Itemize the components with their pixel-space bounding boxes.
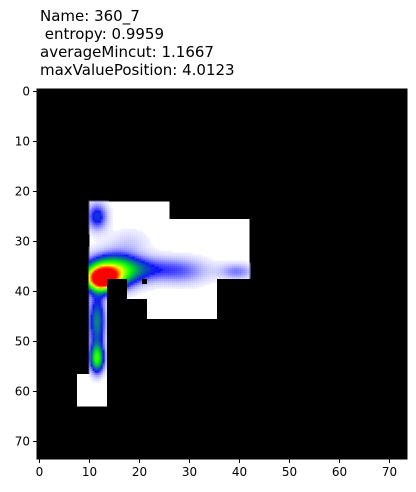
wall-cutout-1: [127, 299, 147, 407]
y-tick-label-0: 0: [22, 85, 30, 99]
x-tick-label-40: 40: [232, 465, 247, 479]
open-region-2: [169, 219, 250, 252]
x-tick-label-30: 30: [182, 465, 197, 479]
title-average-mincut: averageMincut: 1.1667: [40, 43, 214, 61]
density-overlay: [88, 200, 251, 383]
x-tick-label-50: 50: [282, 465, 297, 479]
axes: 0 10 20 30 40 50 60 70 0 10 20 30 40 50 60 70: [15, 85, 408, 479]
x-tick-label-70: 70: [382, 465, 397, 479]
wall-cutout-0: [107, 279, 127, 407]
title-max-value-position: maxValuePosition: 4.0123: [40, 61, 235, 79]
y-tick-label-20: 20: [15, 185, 30, 199]
title-entropy: entropy: 0.9959: [40, 25, 165, 43]
y-tick-label-10: 10: [15, 135, 30, 149]
y-tick-label-30: 30: [15, 235, 30, 249]
y-tick-label-40: 40: [15, 285, 30, 299]
x-tick-label-20: 20: [132, 465, 147, 479]
x-tick-label-0: 0: [36, 465, 44, 479]
y-tick-label-50: 50: [15, 335, 30, 349]
open-region-6: [77, 374, 90, 407]
y-tick-label-70: 70: [15, 435, 30, 449]
plot-area: [37, 89, 407, 459]
wall-cutout-2: [142, 279, 147, 284]
y-tick-label-60: 60: [15, 385, 30, 399]
x-tick-label-10: 10: [82, 465, 97, 479]
chart-title: Name: 360_7 entropy: 0.9959 averageMincu…: [40, 7, 410, 79]
open-region-8: [147, 276, 217, 319]
plot-frame: [36, 88, 408, 460]
x-tick-label-60: 60: [332, 465, 347, 479]
title-name: Name: 360_7: [40, 7, 140, 25]
